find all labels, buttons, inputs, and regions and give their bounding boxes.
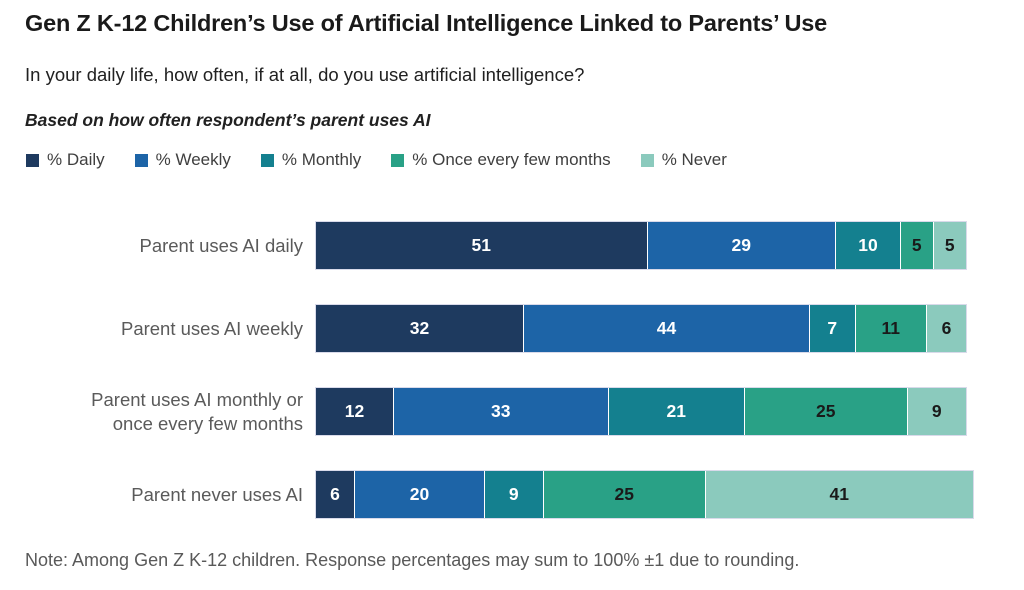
bar-segment: 12	[316, 388, 394, 435]
legend-swatch-icon	[26, 153, 39, 167]
bar-value-label: 21	[666, 401, 686, 421]
chart-row: Parent never uses AI 6 20 9 25 41	[0, 470, 974, 519]
bar-segment: 10	[836, 222, 901, 269]
chart-row: Parent uses AI weekly 32 44 7 11 6	[0, 304, 974, 353]
legend-swatch-icon	[391, 153, 405, 167]
bar-value-label: 6	[330, 484, 340, 504]
legend-label: % Daily	[47, 150, 105, 169]
bar-segment: 32	[316, 305, 524, 352]
bar-segment: 5	[901, 222, 934, 269]
bar-value-label: 5	[911, 235, 922, 255]
bar-value-label: 9	[508, 484, 519, 504]
bar-value-label: 41	[829, 484, 849, 504]
bar-value-label: 10	[858, 235, 878, 255]
chart-row: Parent uses AI daily 51 29 10 5 5	[0, 221, 974, 270]
legend-swatch-icon	[134, 153, 148, 167]
footnote: Note: Among Gen Z K-12 children. Respons…	[25, 550, 800, 570]
bar-segment: 51	[316, 222, 648, 269]
stacked-bar: 32 44 7 11 6	[315, 304, 967, 353]
bar-value-label: 9	[931, 401, 942, 421]
bar-segment: 33	[394, 388, 609, 435]
bar-segment: 6	[316, 471, 355, 518]
bar-segment: 25	[543, 471, 706, 518]
bar-value-label: 44	[656, 318, 677, 338]
bar-segment: 9	[485, 471, 544, 518]
grouping-note: Based on how often respondent’s parent u…	[25, 110, 431, 130]
bar-value-label: 25	[816, 401, 836, 421]
legend-item: % Daily	[26, 150, 105, 170]
stacked-bar: 6 20 9 25 41	[315, 470, 974, 519]
bar-value-label: 5	[944, 235, 955, 255]
legend-item: % Once every few months	[391, 150, 611, 170]
page-title: Gen Z K-12 Children’s Use of Artificial …	[25, 10, 828, 36]
bar-value-label: 11	[881, 318, 901, 338]
stacked-bar: 51 29 10 5 5	[315, 221, 967, 270]
bar-segment: 9	[907, 388, 966, 435]
legend-label: % Weekly	[155, 150, 231, 169]
legend-label: % Once every few months	[412, 150, 611, 169]
bar-value-label: 33	[491, 401, 511, 421]
legend-item: % Monthly	[260, 150, 362, 170]
row-label: Parent uses AI daily	[139, 234, 303, 256]
bar-value-label: 51	[471, 235, 491, 255]
legend-swatch-icon	[260, 153, 274, 167]
legend-swatch-icon	[640, 153, 654, 167]
bar-value-label: 7	[827, 318, 838, 338]
chart-row: Parent uses AI monthly or once every few…	[0, 387, 974, 436]
legend-item: % Weekly	[134, 150, 231, 170]
bar-segment: 44	[524, 305, 810, 352]
stacked-bar: 12 33 21 25 9	[315, 387, 967, 436]
legend-label: % Monthly	[281, 150, 362, 169]
legend: % Daily % Weekly % Monthly % Once every few…	[26, 150, 727, 170]
bar-segment: 20	[355, 471, 485, 518]
bar-segment: 11	[855, 305, 927, 352]
bar-segment: 5	[933, 222, 966, 269]
bar-value-label: 12	[344, 401, 365, 421]
bar-segment: 29	[647, 222, 836, 269]
row-label: Parent uses AI monthly or once every few…	[91, 388, 303, 434]
bar-segment: 7	[810, 305, 856, 352]
bar-segment: 21	[608, 388, 745, 435]
row-label: Parent never uses AI	[131, 483, 303, 505]
bar-value-label: 6	[941, 318, 952, 338]
chart-rows: Parent uses AI daily 51 29 10 5 5 Parent uses …	[0, 221, 974, 519]
bar-value-label: 32	[409, 318, 430, 338]
bar-value-label: 25	[614, 484, 634, 504]
row-label: Parent uses AI weekly	[120, 317, 303, 339]
bar-value-label: 29	[731, 235, 751, 255]
legend-item: % Never	[640, 150, 727, 170]
bar-segment: 41	[706, 471, 973, 518]
legend-label: % Never	[661, 150, 727, 169]
bar-value-label: 20	[409, 484, 430, 504]
bar-segment: 25	[745, 388, 908, 435]
survey-question: In your daily life, how often, if at all…	[25, 64, 585, 85]
bar-segment: 6	[927, 305, 966, 352]
